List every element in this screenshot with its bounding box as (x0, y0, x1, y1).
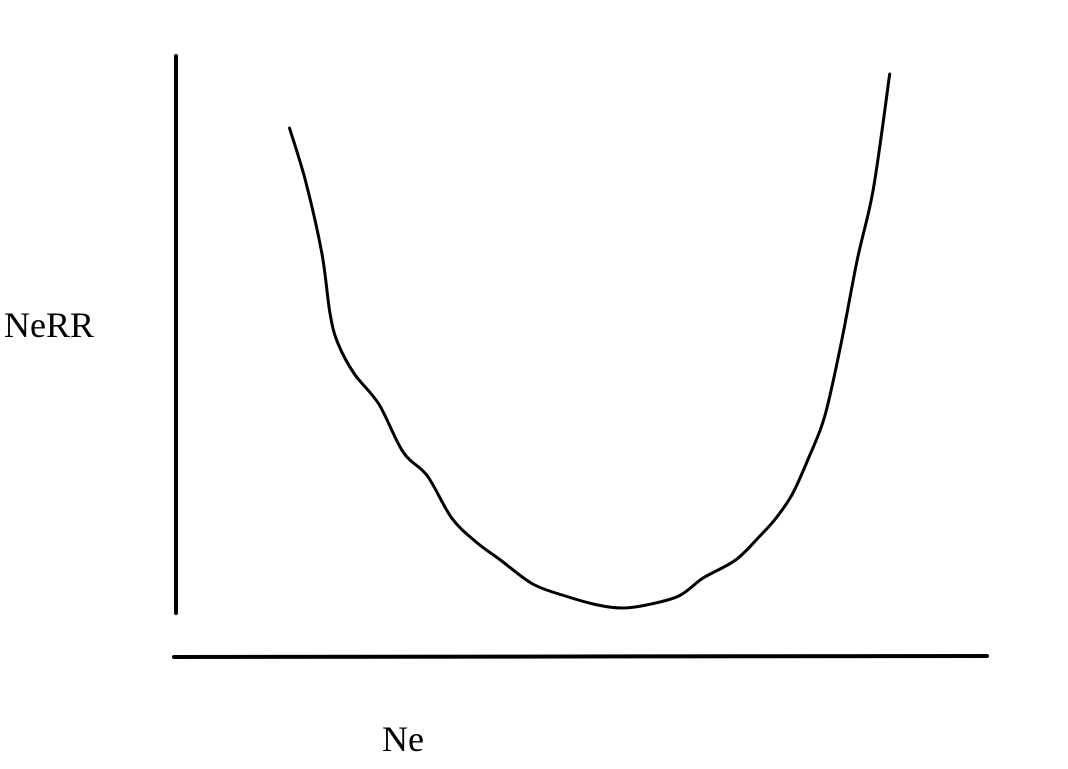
y-axis-label: NeRR (4, 305, 94, 345)
x-axis-line (172, 654, 989, 659)
series-line-curve (288, 72, 892, 610)
x-axis-label: Ne (382, 719, 424, 759)
